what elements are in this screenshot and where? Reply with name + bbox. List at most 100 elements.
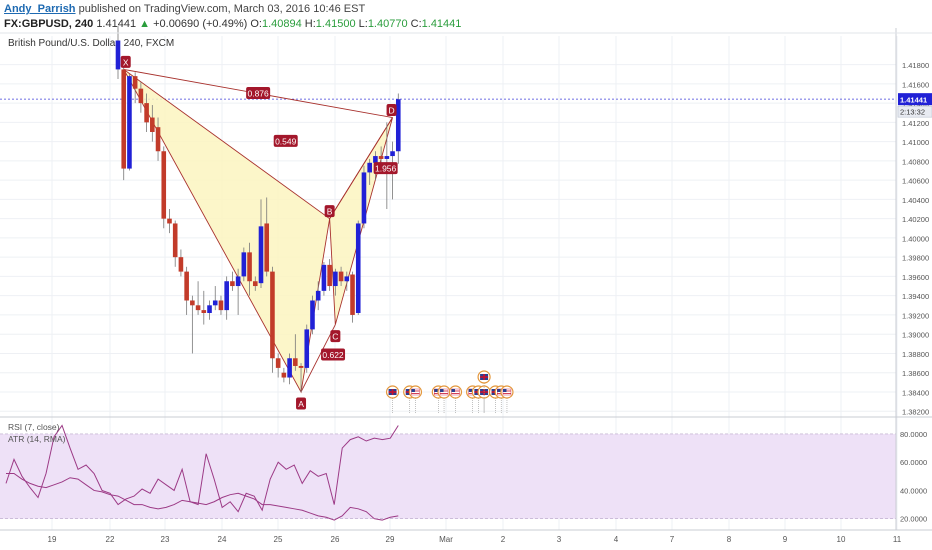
candle-body [230,281,235,287]
ratio-label-text: 1.956 [375,164,397,174]
candle [155,117,161,161]
event-flag-icon[interactable] [437,385,451,413]
bd-line [329,117,393,219]
time-tick-label: 23 [161,535,170,544]
bcd-triangle [329,117,393,325]
candle [144,93,149,132]
candle-body [281,372,287,378]
pattern-point-d-text: D [388,106,394,116]
time-tick-label: 24 [218,535,227,544]
us-flag-canton [440,389,444,392]
high-label: H: [304,18,316,30]
indicator-tick-label: 60.0000 [900,458,927,467]
us-flag-canton [434,389,438,392]
atr-line [6,473,399,521]
time-tick-label: 19 [48,535,57,544]
candle-body [287,358,292,378]
price-tick-label: 1.40600 [902,177,929,186]
time-tick-label: 25 [274,535,283,544]
price-tick-label: 1.40000 [902,234,929,243]
candle [184,266,189,315]
price-tick-label: 1.38600 [902,369,929,378]
candle [310,295,315,335]
event-flag-icon[interactable] [408,385,423,413]
event-flag-icon[interactable] [477,370,491,413]
candle [212,286,218,311]
event-flag-icon[interactable] [385,385,400,413]
time-tick-label: Mar [439,535,453,544]
candle-body [138,88,144,104]
candle-body [224,281,229,311]
pattern-point-a-text: A [298,399,304,409]
ratio-label: 0.622 [321,348,346,361]
candle-body [127,76,132,169]
candle-body [132,76,138,89]
candle-body [201,310,207,314]
ac-line [300,324,336,393]
candle-body [144,103,149,123]
candle-body [378,156,384,159]
price-tick-label: 1.39000 [902,331,929,340]
axes: 1.418001.416001.414001.412001.410001.408… [0,28,932,544]
open-label: O: [250,18,262,30]
candle [275,353,281,378]
indicator-tick-label: 40.0000 [900,486,927,495]
candle-body [241,252,247,277]
event-markers[interactable] [385,370,514,413]
low-value: 1.40770 [367,18,408,30]
candle-body [207,305,212,314]
candle [367,158,372,185]
candle [304,324,310,373]
candle [298,363,304,392]
candle-body [333,271,338,287]
candle-body [155,127,161,152]
candle [321,261,327,296]
pattern-point-x-bg [120,55,131,68]
event-flag-icon[interactable] [448,385,463,413]
time-tick-label: 7 [670,535,675,544]
last-price: 1.41441 [96,18,137,30]
pattern-point-b: B [324,205,335,218]
candle [224,276,229,320]
candle [258,199,264,288]
ratio-label-bg [273,134,298,147]
candle [190,295,195,354]
time-tick-label: 4 [614,535,619,544]
time-tick-label: 2 [501,535,506,544]
ratio-label-bg [373,162,398,175]
event-flag-icon[interactable] [500,385,514,413]
candle [287,353,292,385]
candle-body [161,151,167,219]
author-link[interactable]: Andy_Parrish [4,3,76,15]
candle [138,81,144,113]
price-tick-label: 1.39600 [902,273,929,282]
us-flag-canton [502,389,507,392]
candle-body [373,156,378,163]
candle-body [150,117,155,132]
ratio-label-text: 0.549 [275,136,297,146]
candle [344,271,350,291]
candle [150,105,155,142]
candle-body [310,300,315,330]
us-flag-canton [468,389,473,392]
candle-body [304,329,310,368]
xab-triangle [123,69,331,394]
time-tick-label: 3 [557,535,562,544]
candle [161,146,167,229]
candle-body [298,365,304,368]
candle [361,165,367,229]
low-label: L: [358,18,368,30]
ratio-label-bg [321,348,346,361]
candle [333,268,338,296]
candle-body [361,172,367,224]
countdown-tag [897,105,932,118]
candle-body [252,281,258,287]
price-tick-label: 1.38200 [902,408,929,417]
price-tick-label: 1.41800 [902,61,929,70]
candle-body [115,40,121,70]
candle-body [315,290,321,301]
candle [201,290,207,325]
ratio-label-text: 0.876 [247,88,269,98]
candle-body [167,218,172,224]
